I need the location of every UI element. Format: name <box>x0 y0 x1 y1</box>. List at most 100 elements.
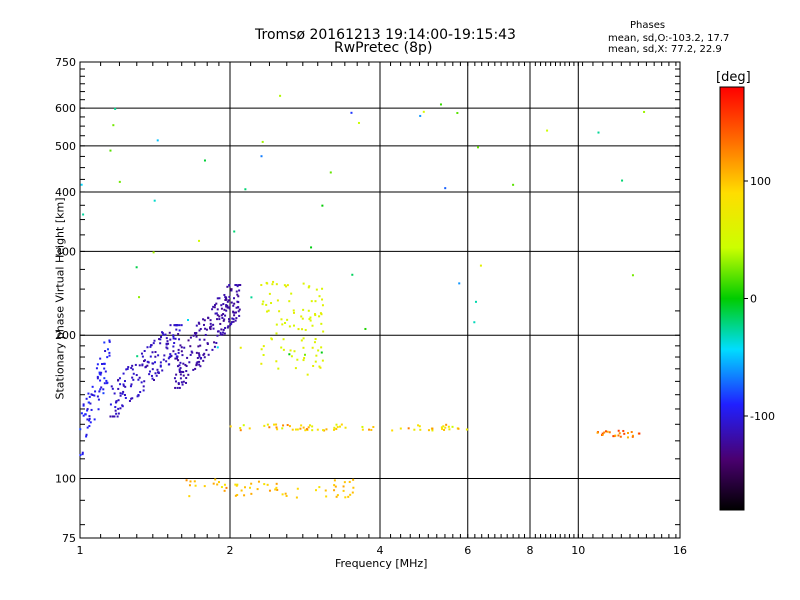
data-point <box>261 140 264 143</box>
data-point <box>457 427 460 430</box>
data-point <box>179 344 182 347</box>
data-point <box>281 323 284 326</box>
data-point <box>293 350 296 353</box>
data-point <box>123 393 126 396</box>
data-point <box>222 313 225 316</box>
data-point <box>286 424 289 427</box>
data-point <box>220 328 223 331</box>
data-point <box>311 429 314 432</box>
data-point <box>225 304 228 307</box>
data-point <box>284 492 287 495</box>
data-point <box>216 346 219 349</box>
data-point <box>288 425 291 428</box>
data-point <box>344 426 347 429</box>
chart-title: Tromsø 20161213 19:14:00-19:15:43 <box>255 27 516 43</box>
data-point <box>296 428 299 431</box>
data-point <box>203 159 206 162</box>
data-point <box>195 351 198 354</box>
data-point <box>220 307 223 310</box>
x-tick-label: 10 <box>571 544 585 557</box>
data-point <box>271 283 274 286</box>
data-point <box>177 351 180 354</box>
data-point <box>198 354 201 357</box>
data-point <box>85 397 88 400</box>
data-point <box>221 333 224 336</box>
data-point <box>84 413 87 416</box>
data-point <box>153 378 156 381</box>
y-tick-label: 400 <box>55 186 76 199</box>
data-point <box>130 366 133 369</box>
data-point <box>223 489 226 492</box>
data-point <box>284 321 287 324</box>
data-point <box>158 338 161 341</box>
data-point <box>212 323 215 326</box>
data-point <box>262 300 265 303</box>
data-point <box>333 426 336 429</box>
data-point <box>604 430 607 433</box>
data-point <box>296 358 299 361</box>
data-point <box>88 419 91 422</box>
data-point <box>230 301 233 304</box>
data-point <box>372 426 375 429</box>
data-point <box>223 293 226 296</box>
data-point <box>275 283 278 286</box>
data-point <box>262 345 265 348</box>
data-point <box>149 355 152 358</box>
data-point <box>185 479 188 482</box>
data-point <box>617 429 620 432</box>
data-point <box>143 349 146 352</box>
data-point <box>320 322 323 325</box>
data-point <box>197 345 200 348</box>
data-point <box>178 386 181 389</box>
data-point <box>225 309 228 312</box>
data-point <box>88 425 91 428</box>
data-point <box>321 359 324 362</box>
data-point <box>296 487 299 490</box>
data-point <box>185 365 188 368</box>
data-point <box>96 377 99 380</box>
data-point <box>162 358 165 361</box>
data-point <box>119 383 122 386</box>
data-point <box>260 284 263 287</box>
data-point <box>178 338 181 341</box>
data-point <box>333 479 336 482</box>
data-point <box>199 365 202 368</box>
data-point <box>189 345 192 348</box>
data-point <box>137 378 140 381</box>
data-point <box>178 329 181 332</box>
data-point <box>319 312 322 315</box>
data-point <box>109 403 112 406</box>
data-point <box>311 425 314 428</box>
data-point <box>96 375 99 378</box>
data-point <box>199 344 202 347</box>
data-point <box>292 324 295 327</box>
chart-subtitle: RwPretec (8p) <box>334 40 433 56</box>
data-point <box>333 428 336 431</box>
data-point <box>136 355 139 358</box>
data-point <box>268 489 271 492</box>
data-point <box>176 365 179 368</box>
data-point <box>178 368 181 371</box>
data-point <box>309 319 312 322</box>
data-point <box>93 418 96 421</box>
data-point <box>154 361 157 364</box>
data-point <box>260 362 263 365</box>
data-point <box>304 328 307 331</box>
data-point <box>314 300 317 303</box>
data-point <box>262 354 265 357</box>
data-point <box>596 431 599 434</box>
data-point <box>238 308 241 311</box>
data-point <box>108 351 111 354</box>
data-point <box>86 426 89 429</box>
data-point <box>203 352 206 355</box>
data-point <box>350 111 353 114</box>
data-point <box>285 285 288 288</box>
data-point <box>178 324 181 327</box>
data-point <box>256 488 259 491</box>
data-point <box>228 318 231 321</box>
data-point <box>292 309 295 312</box>
data-point <box>234 483 237 486</box>
data-point <box>159 365 162 368</box>
data-point <box>177 359 180 362</box>
